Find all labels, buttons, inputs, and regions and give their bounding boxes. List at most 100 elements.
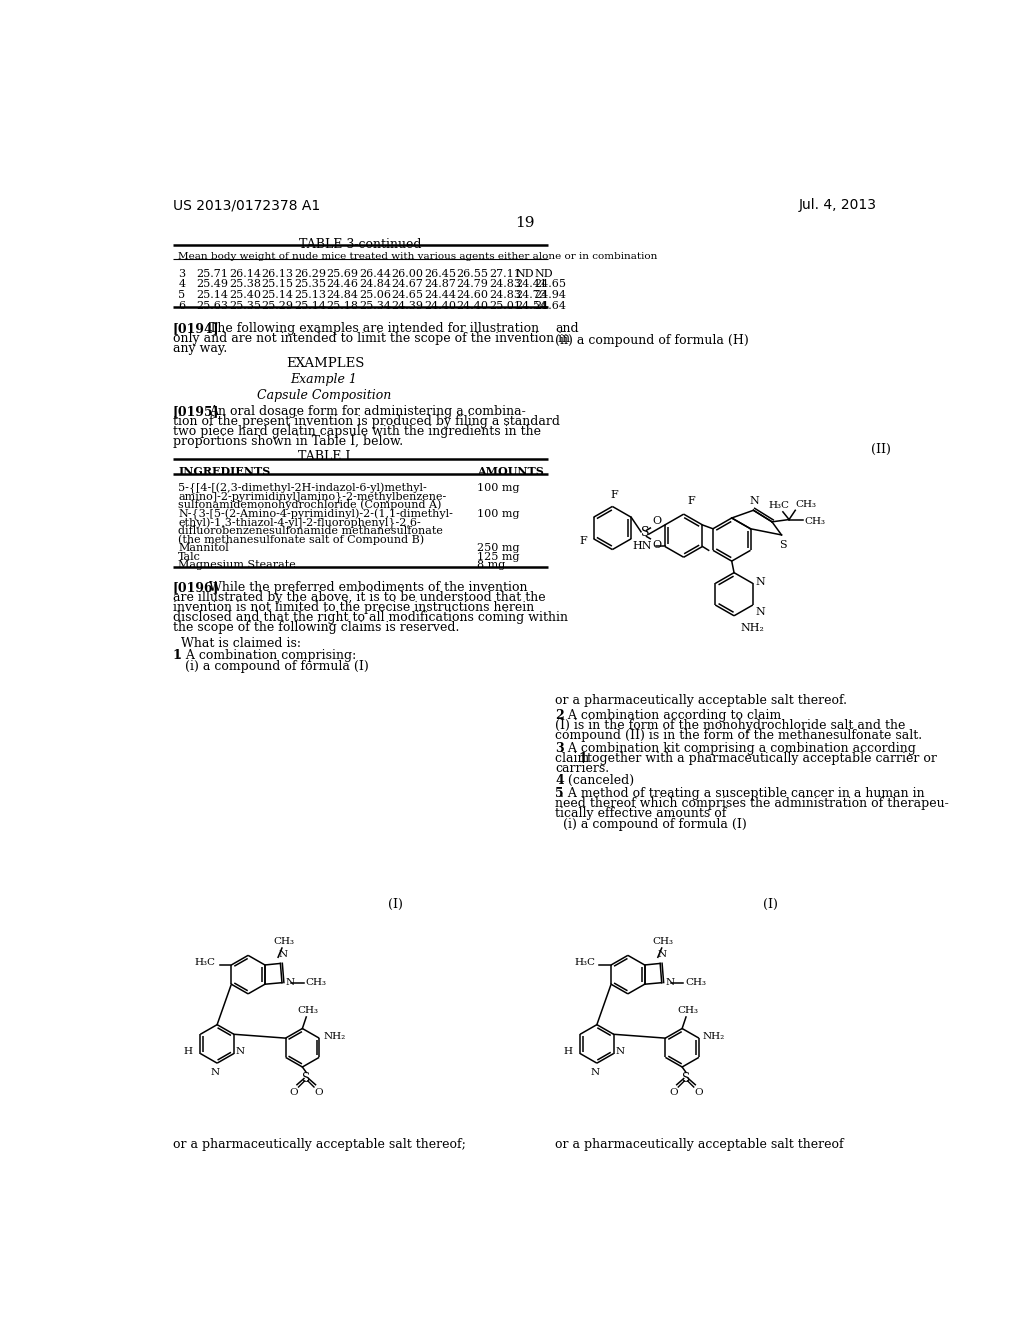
Text: H: H — [563, 1048, 572, 1056]
Text: 24.94: 24.94 — [535, 290, 566, 300]
Text: N-{3-[5-(2-Amino-4-pyrimidinyl)-2-(1,1-dimethyl-: N-{3-[5-(2-Amino-4-pyrimidinyl)-2-(1,1-d… — [178, 508, 454, 520]
Text: TABLE I: TABLE I — [298, 450, 350, 463]
Text: 25.14: 25.14 — [294, 301, 326, 310]
Text: 5: 5 — [178, 290, 185, 300]
Text: 25.35: 25.35 — [228, 301, 261, 310]
Text: (the methanesulfonate salt of Compound B): (the methanesulfonate salt of Compound B… — [178, 535, 425, 545]
Text: 4: 4 — [178, 280, 185, 289]
Text: 24.87: 24.87 — [424, 280, 456, 289]
Text: (II): (II) — [871, 444, 891, 457]
Text: 26.13: 26.13 — [261, 268, 293, 279]
Text: or a pharmaceutically acceptable salt thereof.: or a pharmaceutically acceptable salt th… — [555, 693, 847, 706]
Text: proportions shown in Table I, below.: proportions shown in Table I, below. — [173, 434, 403, 447]
Text: 1: 1 — [173, 649, 181, 661]
Text: O: O — [652, 516, 662, 527]
Text: 24.41: 24.41 — [515, 280, 548, 289]
Text: difluorobenzenesulfonamide methanesulfonate: difluorobenzenesulfonamide methanesulfon… — [178, 525, 443, 536]
Text: 25.13: 25.13 — [294, 290, 326, 300]
Text: 25.34: 25.34 — [359, 301, 391, 310]
Text: 24.65: 24.65 — [391, 290, 424, 300]
Text: (I): (I) — [764, 898, 778, 911]
Text: Talc: Talc — [178, 552, 202, 562]
Text: NH₂: NH₂ — [702, 1032, 725, 1041]
Text: 25.63: 25.63 — [197, 301, 228, 310]
Text: 8 mg: 8 mg — [477, 561, 505, 570]
Text: N: N — [591, 1068, 600, 1077]
Text: together with a pharmaceutically acceptable carrier or: together with a pharmaceutically accepta… — [583, 752, 937, 766]
Text: 27.11: 27.11 — [489, 268, 521, 279]
Text: CH₃: CH₃ — [685, 978, 706, 987]
Text: 100 mg: 100 mg — [477, 483, 519, 492]
Text: NH₂: NH₂ — [740, 623, 764, 634]
Text: 26.14: 26.14 — [228, 268, 261, 279]
Text: ethyl)-1,3-thiazol-4-yl]-2-fluorophenyl}-2,6-: ethyl)-1,3-thiazol-4-yl]-2-fluorophenyl}… — [178, 517, 421, 528]
Text: compound (II) is in the form of the methanesulfonate salt.: compound (II) is in the form of the meth… — [555, 729, 923, 742]
Text: 25.29: 25.29 — [261, 301, 293, 310]
Text: 250 mg: 250 mg — [477, 544, 519, 553]
Text: O: O — [314, 1088, 323, 1097]
Text: and: and — [555, 322, 579, 335]
Text: 2: 2 — [555, 709, 564, 722]
Text: or a pharmaceutically acceptable salt thereof: or a pharmaceutically acceptable salt th… — [555, 1138, 844, 1151]
Text: 5-{[4-[(2,3-dimethyl-2H-indazol-6-yl)methyl-: 5-{[4-[(2,3-dimethyl-2H-indazol-6-yl)met… — [178, 483, 427, 494]
Text: tion of the present invention is produced by filing a standard: tion of the present invention is produce… — [173, 414, 560, 428]
Text: 5: 5 — [555, 787, 563, 800]
Text: O: O — [652, 540, 662, 550]
Text: (i) a compound of formula (I): (i) a compound of formula (I) — [185, 660, 369, 673]
Text: claim: claim — [555, 752, 593, 766]
Text: or a pharmaceutically acceptable salt thereof;: or a pharmaceutically acceptable salt th… — [173, 1138, 466, 1151]
Text: While the preferred embodiments of the invention: While the preferred embodiments of the i… — [209, 581, 527, 594]
Text: N: N — [279, 950, 288, 958]
Text: 24.64: 24.64 — [535, 301, 566, 310]
Text: 24.39: 24.39 — [391, 301, 424, 310]
Text: sulfonamidemonohydrochloride (Compound A): sulfonamidemonohydrochloride (Compound A… — [178, 499, 441, 510]
Text: S: S — [641, 527, 649, 539]
Text: N: N — [236, 1048, 245, 1056]
Text: N: N — [615, 1048, 625, 1056]
Text: Mannitol: Mannitol — [178, 544, 229, 553]
Text: any way.: any way. — [173, 342, 227, 355]
Text: CH₃: CH₃ — [273, 937, 294, 946]
Text: 24.67: 24.67 — [391, 280, 423, 289]
Text: 24.60: 24.60 — [457, 290, 488, 300]
Text: ND: ND — [535, 268, 553, 279]
Text: NH₂: NH₂ — [323, 1032, 345, 1041]
Text: 26.00: 26.00 — [391, 268, 424, 279]
Text: are illustrated by the above, it is to be understood that the: are illustrated by the above, it is to b… — [173, 591, 546, 605]
Text: An oral dosage form for administering a combina-: An oral dosage form for administering a … — [209, 405, 525, 418]
Text: S: S — [682, 1072, 690, 1085]
Text: ND: ND — [515, 268, 535, 279]
Text: O: O — [290, 1088, 298, 1097]
Text: 24.83: 24.83 — [489, 290, 521, 300]
Text: INGREDIENTS: INGREDIENTS — [178, 466, 270, 478]
Text: . A combination comprising:: . A combination comprising: — [177, 649, 356, 661]
Text: CH₃: CH₃ — [796, 500, 816, 508]
Text: 25.35: 25.35 — [294, 280, 326, 289]
Text: N: N — [750, 496, 759, 506]
Text: 25.18: 25.18 — [327, 301, 358, 310]
Text: tically effective amounts of: tically effective amounts of — [555, 807, 726, 820]
Text: CH₃: CH₃ — [652, 937, 674, 946]
Text: (I): (I) — [388, 898, 402, 911]
Text: . A method of treating a susceptible cancer in a human in: . A method of treating a susceptible can… — [560, 787, 925, 800]
Text: 24.84: 24.84 — [359, 280, 391, 289]
Text: N: N — [666, 978, 675, 987]
Text: 25.71: 25.71 — [197, 268, 228, 279]
Text: 25.14: 25.14 — [261, 290, 293, 300]
Text: The following examples are intended for illustration: The following examples are intended for … — [209, 322, 539, 335]
Text: 24.84: 24.84 — [327, 290, 358, 300]
Text: (i) a compound of formula (I): (i) a compound of formula (I) — [563, 818, 746, 832]
Text: [0196]: [0196] — [173, 581, 219, 594]
Text: 25.06: 25.06 — [359, 290, 391, 300]
Text: 25.01: 25.01 — [489, 301, 521, 310]
Text: 1: 1 — [579, 752, 587, 766]
Text: F: F — [611, 490, 618, 499]
Text: H: H — [183, 1048, 193, 1056]
Text: S: S — [302, 1072, 310, 1085]
Text: [0195]: [0195] — [173, 405, 219, 418]
Text: 25.40: 25.40 — [228, 290, 261, 300]
Text: amino]-2-pyrimidinyl]amino}-2-methylbenzene-: amino]-2-pyrimidinyl]amino}-2-methylbenz… — [178, 491, 446, 502]
Text: F: F — [579, 536, 587, 546]
Text: the scope of the following claims is reserved.: the scope of the following claims is res… — [173, 622, 460, 634]
Text: Mean body weight of nude mice treated with various agents either alone or in com: Mean body weight of nude mice treated wi… — [178, 252, 657, 261]
